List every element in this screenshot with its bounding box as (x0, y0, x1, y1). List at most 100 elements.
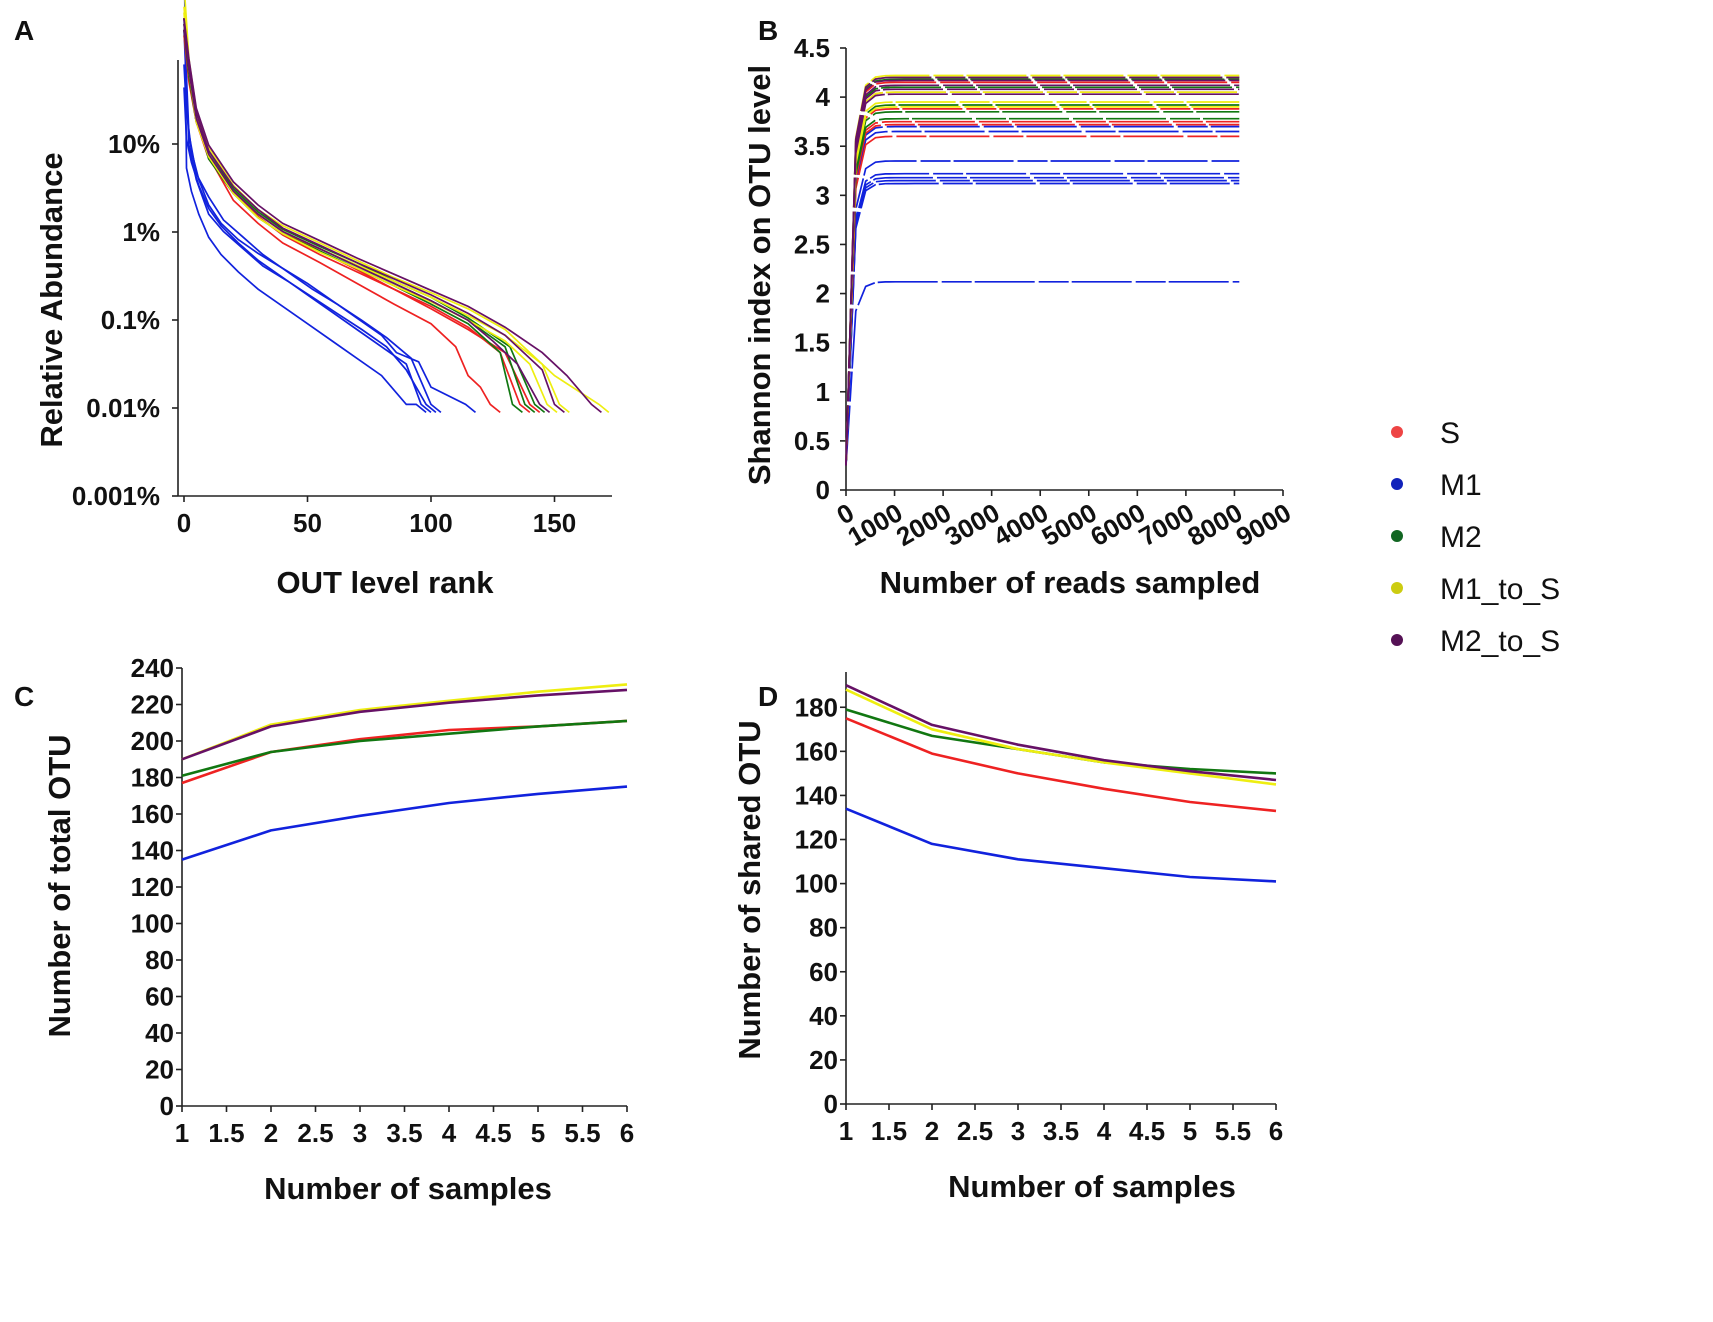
tick-label-c-x: 4 (442, 1118, 457, 1148)
curve-b-m1-3 (845, 160, 1240, 466)
tick-label-b-y: 1 (816, 377, 830, 407)
legend-marker-m1 (1391, 478, 1403, 490)
tick-label-d-x: 3 (1011, 1116, 1025, 1146)
legend: S M1 M2 M1_to_S M2_to_S (1391, 417, 1560, 658)
curve-b-m1-6 (845, 179, 1240, 466)
tick-label-b-y: 4 (816, 82, 831, 112)
tick-label-c-y: 60 (145, 982, 174, 1012)
tick-label-d-y: 80 (809, 913, 838, 943)
tick-label-d-y: 20 (809, 1045, 838, 1075)
axis-title-d-y: Number of shared OTU (732, 720, 767, 1059)
series-d-m1-to-s (845, 688, 1277, 786)
curve-b-m1-to-s-4 (845, 106, 1240, 466)
axis-title-d-x: Number of samples (948, 1169, 1236, 1204)
tick-label-d-y: 60 (809, 957, 838, 987)
tick-label-d-x: 1 (839, 1116, 853, 1146)
series-d-s (845, 717, 1277, 813)
tick-label-c-x: 4.5 (475, 1118, 511, 1148)
curve-b-m2-to-s-1 (845, 79, 1240, 466)
tick-label-c-x: 1 (175, 1118, 189, 1148)
curve-a-m1-2 (183, 0, 427, 414)
tick-label-a-y: 10% (108, 129, 160, 159)
curve-b-s-0 (845, 81, 1240, 466)
curve-a-m2-1 (183, 29, 536, 414)
legend-label-m2-to-s: M2_to_S (1440, 625, 1560, 658)
tick-label-b-y: 1.5 (794, 328, 830, 358)
curve-b-s-5 (845, 135, 1240, 466)
tick-label-b-y: 3.5 (794, 131, 830, 161)
panel-a-rank-abundance: 0.001% 0.01% 0.1% 1% 10% 0 50 100 150 OUT level r… (34, 0, 612, 600)
tick-label-d-x: 4.5 (1129, 1116, 1165, 1146)
axis-title-c-x: Number of samples (264, 1171, 552, 1206)
legend-marker-m2-to-s (1391, 634, 1403, 646)
series-d-m1 (845, 807, 1277, 883)
axis-title-a-y: Relative Abundance (34, 152, 69, 447)
curve-b-s-2 (845, 108, 1240, 466)
tick-label-c-y: 220 (131, 690, 174, 720)
tick-label-a-y: 1% (122, 217, 160, 247)
tick-label-c-y: 140 (131, 836, 174, 866)
curve-b-m2-4 (845, 117, 1240, 466)
tick-label-a-y: 0.001% (72, 481, 160, 511)
series-c-m1-to-s (181, 683, 628, 761)
curve-b-m1-4 (845, 172, 1240, 466)
series-c-m1 (181, 785, 628, 861)
tick-label-d-y: 40 (809, 1001, 838, 1031)
curve-a-m2-to-s-1 (183, 23, 565, 414)
curve-a-m1-0 (183, 64, 477, 414)
curve-a-m2-to-s-2 (183, 29, 551, 414)
curve-b-m2-3 (845, 110, 1240, 466)
tick-label-c-y: 20 (145, 1055, 174, 1085)
curve-a-m1-1 (183, 87, 432, 414)
tick-label-a-y: 0.1% (101, 305, 160, 335)
curve-b-s-4 (845, 123, 1240, 466)
tick-label-b-x: 9000 (1231, 497, 1296, 552)
tick-label-c-x: 6 (620, 1118, 634, 1148)
tick-label-b-y: 0 (816, 475, 830, 505)
legend-label-s: S (1440, 417, 1460, 450)
tick-label-c-y: 40 (145, 1018, 174, 1048)
tick-label-d-y: 0 (824, 1089, 838, 1119)
curve-b-m1-to-s-2 (845, 91, 1240, 466)
curve-a-m2-2 (183, 18, 546, 414)
curve-b-m1-8 (845, 280, 1240, 466)
panel-d-shared-otu: 0 20 40 60 80 100 120 140 160 180 1 1.5 2 2.5 3 3.5 4 4.5… (732, 672, 1283, 1204)
tick-label-b-y: 4.5 (794, 33, 830, 63)
curve-b-m2-to-s-0 (845, 76, 1240, 466)
tick-label-d-y: 160 (795, 736, 838, 766)
legend-marker-m1-to-s (1391, 582, 1403, 594)
legend-marker-m2 (1391, 530, 1403, 542)
tick-label-c-x: 2.5 (297, 1118, 333, 1148)
legend-label-m1: M1 (1440, 469, 1482, 502)
curve-a-s-1 (183, 18, 541, 414)
curve-b-m1-7 (845, 182, 1240, 466)
tick-label-d-y: 140 (795, 780, 838, 810)
tick-label-a-x: 0 (177, 508, 191, 538)
curve-a-m2-0 (183, 23, 523, 414)
tick-label-c-y: 80 (145, 945, 174, 975)
tick-label-a-x: 100 (409, 508, 452, 538)
series-c-m2-to-s (181, 688, 628, 761)
curve-a-s-2 (183, 35, 531, 414)
curve-b-m1-2 (845, 130, 1240, 466)
tick-label-a-y: 0.01% (86, 393, 160, 423)
curve-b-s-1 (845, 91, 1240, 466)
curve-b-m1-to-s-0 (845, 74, 1240, 466)
tick-label-c-x: 5 (531, 1118, 545, 1148)
series-c-m2 (181, 719, 628, 777)
tick-label-c-y: 200 (131, 726, 174, 756)
series-c-s (181, 719, 628, 785)
curve-b-m2-to-s-4 (845, 93, 1240, 466)
tick-label-d-x: 5 (1183, 1116, 1197, 1146)
curve-a-m1-3 (183, 29, 437, 414)
tick-label-a-x: 50 (293, 508, 322, 538)
tick-label-b-y: 3 (816, 180, 830, 210)
axis-title-c-y: Number of total OTU (42, 734, 77, 1037)
panel-label-b: B (758, 15, 778, 46)
tick-label-c-y: 160 (131, 799, 174, 829)
tick-label-c-y: 100 (131, 909, 174, 939)
legend-label-m2: M2 (1440, 521, 1482, 554)
tick-label-c-y: 0 (160, 1091, 174, 1121)
legend-item-s: S (1391, 417, 1460, 450)
